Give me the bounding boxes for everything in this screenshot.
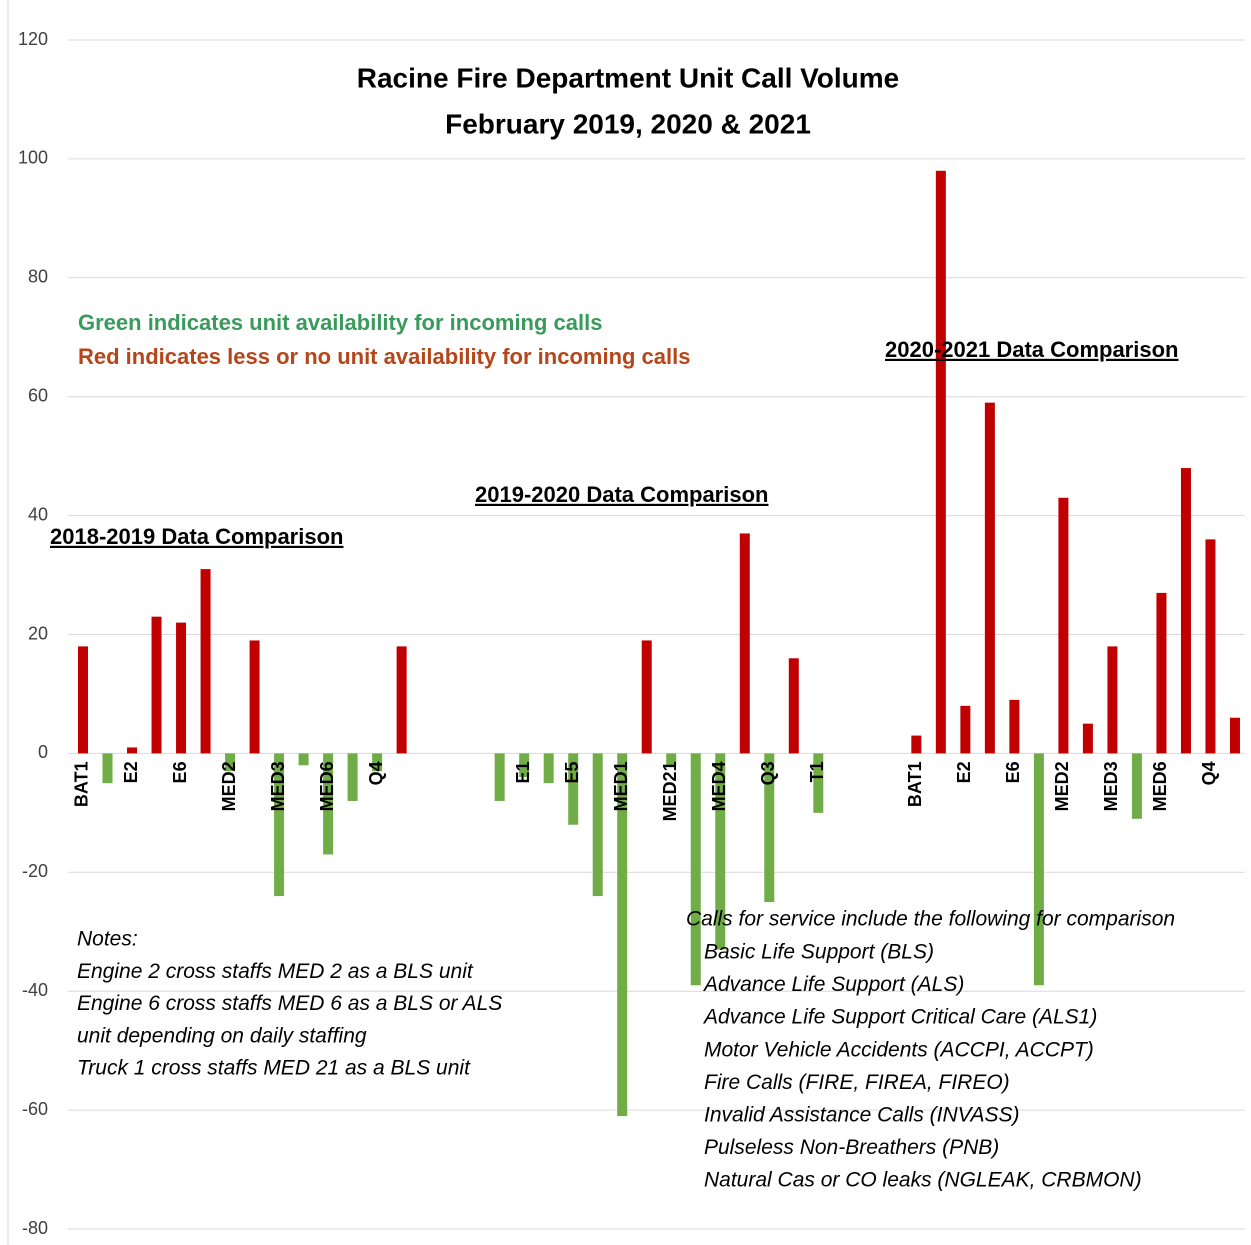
- bar: [1205, 539, 1216, 754]
- y-tick-label: -20: [22, 861, 48, 881]
- bar: [715, 753, 726, 950]
- bar: [666, 753, 677, 766]
- bar: [78, 646, 88, 754]
- bar: [984, 402, 995, 754]
- calls-title: Calls for service include the following …: [686, 908, 1175, 931]
- bar: [225, 753, 236, 772]
- bar: [617, 753, 628, 1117]
- legend-note: Red indicates less or no unit availabili…: [78, 344, 691, 369]
- x-tick-label: MED2: [1052, 761, 1072, 811]
- y-tick-label: -40: [22, 980, 48, 1000]
- bar: [739, 533, 750, 754]
- x-tick-label: E2: [954, 761, 974, 783]
- note: Truck 1 cross staffs MED 21 as a BLS uni…: [77, 1057, 471, 1080]
- x-tick-label: MED6: [1150, 761, 1170, 811]
- bar: [176, 622, 187, 754]
- x-tick-label: MED21: [660, 761, 680, 821]
- bar: [935, 170, 946, 754]
- call-item: Fire Calls (FIRE, FIREA, FIREO): [704, 1071, 1010, 1094]
- bar: [298, 753, 309, 766]
- bar: [347, 753, 358, 801]
- y-tick-label: 0: [38, 742, 48, 762]
- call-item: Basic Life Support (BLS): [704, 941, 934, 964]
- bar: [1229, 717, 1240, 754]
- bar: [200, 569, 211, 754]
- bar: [960, 705, 971, 754]
- y-tick-label: 40: [28, 504, 48, 524]
- y-tick-label: -80: [22, 1218, 48, 1238]
- x-tick-label: E2: [121, 761, 141, 783]
- x-tick-label: Q3: [758, 761, 778, 785]
- x-tick-label: MED3: [1101, 761, 1121, 811]
- bar: [788, 658, 799, 754]
- group-label: 2018-2019 Data Comparison: [50, 524, 343, 549]
- y-tick-label: 80: [28, 267, 48, 287]
- bar: [1180, 468, 1191, 754]
- bar: [1131, 753, 1142, 819]
- x-tick-label: E6: [1003, 761, 1023, 783]
- x-tick-label: MED2: [219, 761, 239, 811]
- call-item: Natural Cas or CO leaks (NGLEAK, CRBMON): [704, 1169, 1142, 1192]
- call-item: Invalid Assistance Calls (INVASS): [704, 1104, 1020, 1127]
- call-item: Advance Life Support (ALS): [702, 973, 964, 996]
- x-tick-label: MED3: [268, 761, 288, 811]
- call-item: Advance Life Support Critical Care (ALS1…: [702, 1006, 1097, 1029]
- bar: [568, 753, 579, 825]
- chart-title: February 2019, 2020 & 2021: [445, 108, 811, 139]
- bar: [1058, 497, 1069, 754]
- x-tick-label: BAT1: [905, 761, 925, 807]
- x-tick-label: E6: [170, 761, 190, 783]
- bar: [127, 747, 138, 754]
- note: unit depending on daily staffing: [77, 1024, 367, 1047]
- y-tick-label: 120: [18, 29, 48, 49]
- bar: [813, 753, 824, 813]
- note: Notes:: [77, 928, 138, 951]
- bar: [1107, 646, 1118, 754]
- bar: [1009, 699, 1020, 754]
- call-item: Motor Vehicle Accidents (ACCPI, ACCPT): [704, 1038, 1094, 1061]
- chart-title: Racine Fire Department Unit Call Volume: [357, 62, 900, 93]
- bar: [1082, 723, 1093, 754]
- x-tick-label: MED4: [709, 761, 729, 811]
- group-label: 2020-2021 Data Comparison: [885, 337, 1178, 362]
- bar: [764, 753, 775, 903]
- bar: [543, 753, 554, 784]
- bar: [911, 735, 922, 754]
- bar: [396, 646, 407, 754]
- bar: [494, 753, 505, 801]
- bar: [323, 753, 334, 855]
- bar: [249, 640, 260, 754]
- x-tick-label: MED1: [611, 761, 631, 811]
- x-tick-label: MED6: [317, 761, 337, 811]
- y-tick-label: 100: [18, 148, 48, 168]
- bar: [274, 753, 285, 897]
- call-item: Pulseless Non-Breathers (PNB): [704, 1136, 999, 1159]
- group-label: 2019-2020 Data Comparison: [475, 482, 768, 507]
- bar: [102, 753, 113, 784]
- y-tick-label: 60: [28, 385, 48, 405]
- bar: [641, 640, 652, 754]
- x-tick-label: Q4: [366, 761, 386, 785]
- bar: [1033, 753, 1044, 986]
- x-tick-label: BAT1: [72, 761, 92, 807]
- x-tick-label: E1: [513, 761, 533, 783]
- bar: [592, 753, 603, 897]
- x-tick-label: E5: [562, 761, 582, 783]
- note: Engine 6 cross staffs MED 6 as a BLS or …: [77, 992, 502, 1015]
- bar: [519, 753, 530, 778]
- bar: [372, 753, 383, 772]
- x-tick-label: Q4: [1199, 761, 1219, 785]
- y-tick-label: 20: [28, 623, 48, 643]
- bar: [690, 753, 701, 986]
- legend-note: Green indicates unit availability for in…: [78, 310, 602, 335]
- bar: [151, 616, 162, 754]
- x-tick-label: T1: [807, 761, 827, 782]
- note: Engine 2 cross staffs MED 2 as a BLS uni…: [77, 960, 474, 983]
- y-tick-label: -60: [22, 1099, 48, 1119]
- bar: [1156, 592, 1167, 754]
